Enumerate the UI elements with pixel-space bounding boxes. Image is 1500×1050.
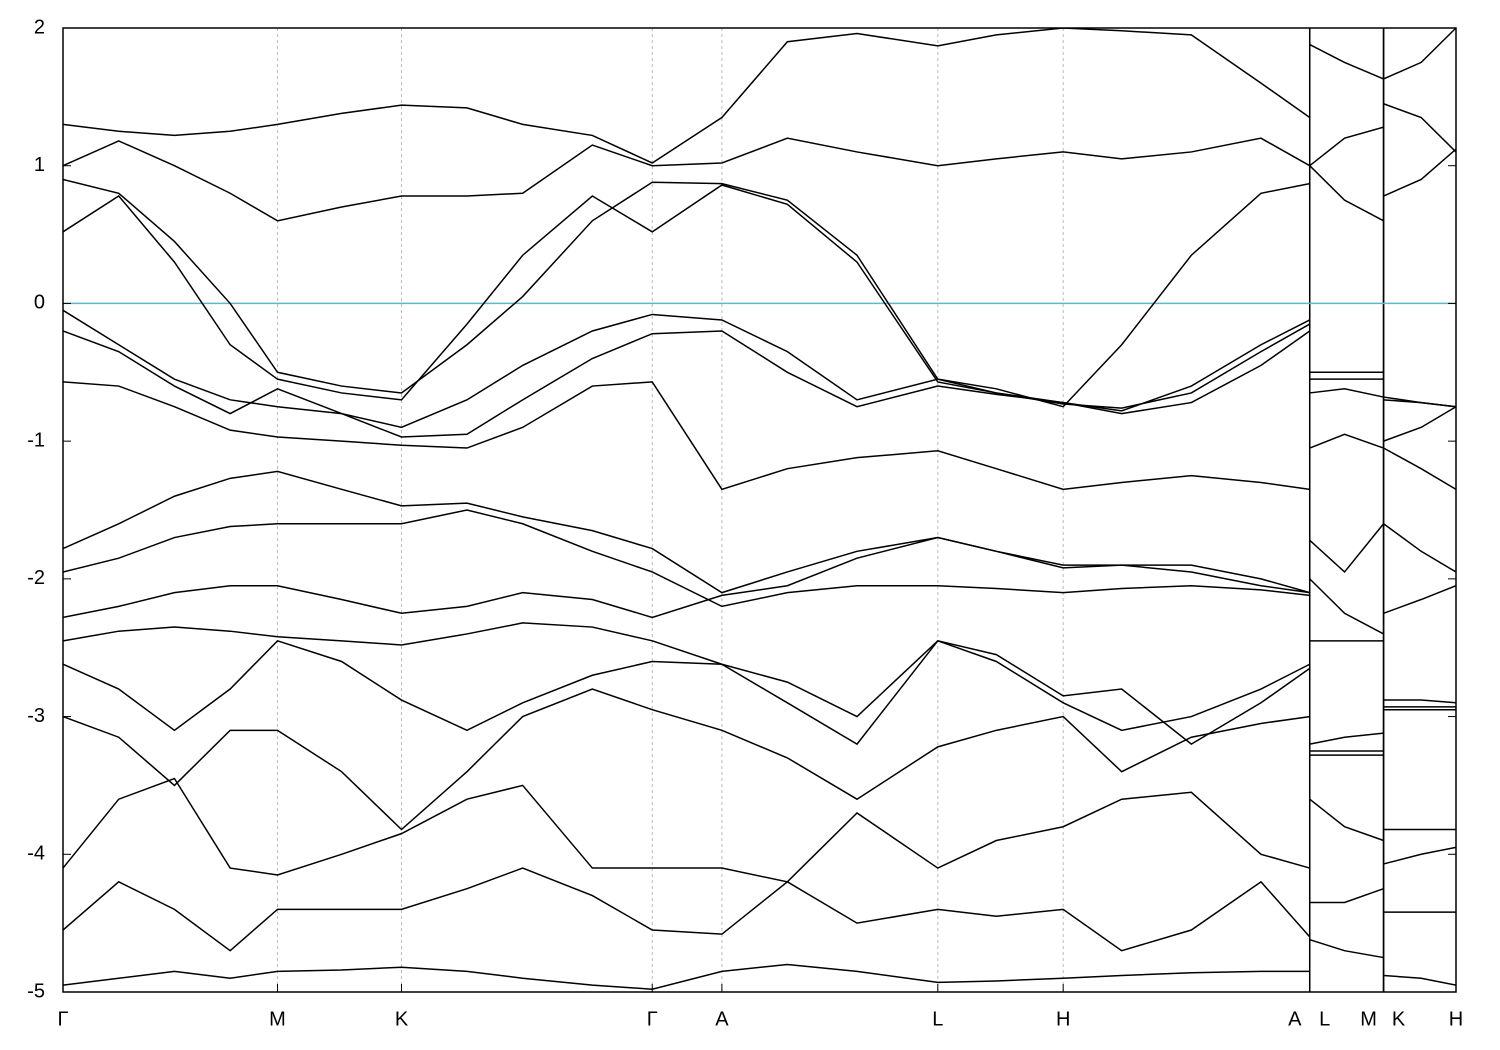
y-tick-label: 0 [34, 292, 45, 314]
band [63, 28, 1456, 164]
band [63, 777, 1456, 883]
y-tick-label: -3 [27, 705, 45, 727]
x-tick-label: M [269, 1008, 286, 1030]
band [63, 184, 1456, 409]
y-tick-label: -2 [27, 567, 45, 589]
labels: 210-1-2-3-4-5Γ M K Γ A L H A L M K H [27, 16, 1463, 1030]
band [63, 536, 1456, 704]
x-tick-label: K [395, 1008, 409, 1030]
x-tick-label: M [1360, 1008, 1377, 1030]
band [63, 509, 1456, 635]
band [63, 103, 1456, 222]
grid [277, 28, 1385, 992]
band [63, 381, 1456, 491]
band [63, 470, 1456, 594]
x-tick-label: H [1449, 1008, 1463, 1030]
x-tick-label: A [715, 1008, 729, 1030]
band [63, 148, 1456, 408]
band [63, 330, 1456, 442]
x-tick-label: L [932, 1008, 943, 1030]
y-tick-label: -5 [27, 980, 45, 1002]
x-tick-label: Γ [57, 1008, 68, 1030]
band [63, 867, 1456, 952]
x-tick-label: L [1319, 1008, 1330, 1030]
band [63, 639, 1456, 752]
x-tick-label: Γ [647, 1008, 658, 1030]
y-tick-label: -1 [27, 429, 45, 451]
x-tick-label: A [1288, 1008, 1302, 1030]
x-tick-label: K [1392, 1008, 1406, 1030]
band [63, 688, 1456, 831]
band [63, 622, 1456, 745]
y-tick-label: -4 [27, 843, 45, 865]
band [63, 938, 1456, 991]
bands [63, 28, 1456, 991]
y-tick-label: 2 [34, 16, 45, 38]
y-tick-label: 1 [34, 154, 45, 176]
plot-frame [62, 27, 1457, 993]
band [63, 309, 1456, 429]
x-tick-label: H [1056, 1008, 1070, 1030]
